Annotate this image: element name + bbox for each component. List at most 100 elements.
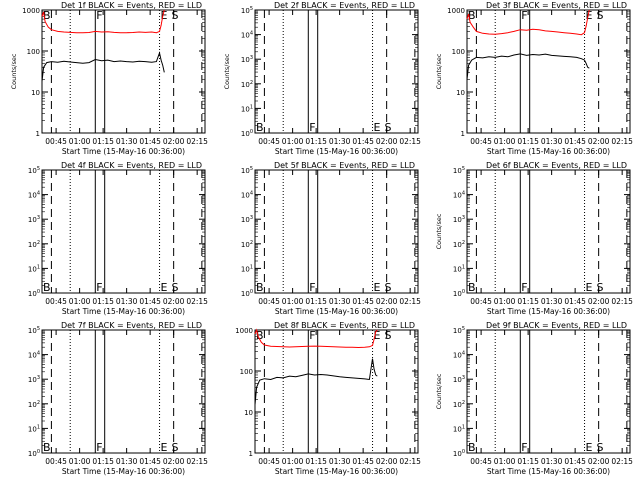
panel-6f-xtick-label-1: 01:00: [494, 297, 516, 306]
panel-2f-marker-label-E: E: [374, 121, 381, 134]
panel-4f-marker-label-E: E: [161, 281, 168, 294]
panel-1f-marker-label-F: F: [96, 9, 102, 22]
panel-5f-xtick-label-1: 01:00: [282, 297, 304, 306]
panel-8f-ytick-label-2: 100: [240, 368, 253, 376]
panel-5f-xtick-label-5: 02:00: [376, 297, 398, 306]
panel-4f-marker-label-B: B: [43, 281, 51, 294]
panel-1f-series-events: [41, 51, 165, 82]
panel-6f-plot-frame: [466, 169, 631, 294]
panel-9f-ytick-label-2: 102: [453, 400, 465, 409]
panel-5f-xtick-label-3: 01:30: [329, 297, 351, 306]
panel-3f-xtick-label-4: 01:45: [564, 137, 586, 146]
panel-1f-marker-label-E: E: [161, 9, 168, 22]
panel-9f-xtick-label-3: 01:30: [541, 457, 563, 466]
panel-2f-xlabel: Start Time (15-May-16 00:36:00): [275, 147, 398, 156]
panel-3f-marker-label-E: E: [586, 9, 593, 22]
panel-1f-marker-label-B: B: [43, 9, 51, 22]
panel-2f-marker-label-B: B: [256, 121, 264, 134]
panel-1f-ytick-label-2: 100: [27, 48, 40, 56]
panel-9f-marker-label-S: S: [597, 441, 604, 454]
panel-1f-ylabel: Counts/sec: [10, 53, 18, 89]
panel-4f-ytick-label-0: 100: [28, 289, 40, 298]
panel-8f-marker-label-B: B: [256, 329, 264, 342]
panel-5f-ytick-label-3: 103: [241, 215, 253, 224]
panel-6f-marker-label-S: S: [597, 281, 604, 294]
panel-6f-ytick-label-4: 104: [453, 191, 465, 200]
panel-9f-ytick-label-3: 103: [453, 375, 465, 384]
panel-8f-marker-label-F: F: [309, 329, 315, 342]
panel-1f-ytick-label-0: 1: [36, 130, 40, 138]
panel-2f-ytick-label-4: 104: [241, 31, 253, 40]
panel-7f-marker-label-S: S: [172, 441, 179, 454]
panel-7f-marker-label-B: B: [43, 441, 51, 454]
panel-6f-marker-label-F: F: [521, 281, 527, 294]
panel-7f-plot-frame: [41, 329, 206, 454]
panel-9f-ytick-label-4: 104: [453, 351, 465, 360]
panel-5f-xtick-label-6: 02:15: [399, 297, 421, 306]
panel-6f-xtick-label-6: 02:15: [611, 297, 633, 306]
panel-9f-ytick-label-0: 100: [453, 449, 465, 458]
panel-5f-marker-label-F: F: [309, 281, 315, 294]
panel-6f-ytick-label-1: 101: [453, 264, 465, 273]
panel-6f-marker-label-B: B: [468, 281, 476, 294]
panel-4f-xtick-label-2: 01:15: [92, 297, 114, 306]
panel-3f-ylabel: Counts/sec: [435, 53, 443, 89]
panel-6f-marker-label-E: E: [586, 281, 593, 294]
panel-2f-ytick-label-2: 102: [241, 80, 253, 89]
panel-3f-xtick-label-2: 01:15: [517, 137, 539, 146]
panel-7f-xtick-label-6: 02:15: [186, 457, 208, 466]
panel-3f-marker-label-B: B: [468, 9, 476, 22]
panel-4f-xlabel: Start Time (15-May-16 00:36:00): [62, 307, 185, 316]
panel-2f-xtick-label-4: 01:45: [352, 137, 374, 146]
panel-6f-title: Det 6f BLACK = Events, RED = LLD: [486, 161, 627, 170]
panel-8f-xtick-label-6: 02:15: [399, 457, 421, 466]
panel-9f-ylabel: Counts/sec: [435, 373, 443, 409]
panel-9f-xtick-label-1: 01:00: [494, 457, 516, 466]
panel-7f-title: Det 7f BLACK = Events, RED = LLD: [61, 321, 202, 330]
panel-3f-marker-label-F: F: [521, 9, 527, 22]
panel-2f-xtick-label-0: 00:45: [258, 137, 280, 146]
panel-1f-xtick-label-2: 01:15: [92, 137, 114, 146]
panel-8f-series-events: [254, 358, 378, 405]
panel-9f-marker-label-B: B: [468, 441, 476, 454]
panel-1f-xlabel: Start Time (15-May-16 00:36:00): [62, 147, 185, 156]
panel-5f-ytick-label-5: 105: [241, 166, 253, 175]
panel-4f-ytick-label-2: 102: [28, 240, 40, 249]
panel-4f-ytick-label-5: 105: [28, 166, 40, 175]
panel-7f-xtick-label-5: 02:00: [163, 457, 185, 466]
panel-2f-title: Det 2f BLACK = Events, RED = LLD: [274, 1, 415, 10]
panel-7f-marker-label-F: F: [96, 441, 102, 454]
panel-1f-marker-label-S: S: [172, 9, 179, 22]
panel-6f-xlabel: Start Time (15-May-16 00:36:00): [487, 307, 610, 316]
panel-2f-xtick-label-3: 01:30: [329, 137, 351, 146]
panel-4f-xtick-label-6: 02:15: [186, 297, 208, 306]
panel-3f-ytick-label-0: 1: [461, 130, 465, 138]
panel-1f-series-lld: [41, 9, 165, 34]
panel-6f-ytick-label-5: 105: [453, 166, 465, 175]
panel-8f-marker-label-E: E: [374, 329, 381, 342]
panel-9f-plot-frame: [466, 329, 631, 454]
panel-5f-xtick-label-2: 01:15: [305, 297, 327, 306]
panel-3f-xtick-label-3: 01:30: [541, 137, 563, 146]
panel-5f-marker-label-E: E: [374, 281, 381, 294]
panel-6f-ylabel: Counts/sec: [435, 213, 443, 249]
panel-1f-xtick-label-4: 01:45: [139, 137, 161, 146]
panel-7f-ytick-label-5: 105: [28, 326, 40, 335]
panel-4f-ytick-label-4: 104: [28, 191, 40, 200]
panel-7f-xlabel: Start Time (15-May-16 00:36:00): [62, 467, 185, 476]
panel-4f-marker-label-S: S: [172, 281, 179, 294]
panel-4f-plot-frame: [41, 169, 206, 294]
panel-7f-ytick-label-3: 103: [28, 375, 40, 384]
panel-1f-title: Det 1f BLACK = Events, RED = LLD: [61, 1, 202, 10]
panel-8f-ytick-label-3: 1000: [235, 327, 253, 335]
panel-9f-xtick-label-2: 01:15: [517, 457, 539, 466]
panel-2f-marker-label-S: S: [385, 121, 392, 134]
panel-3f-xtick-label-0: 00:45: [470, 137, 492, 146]
panel-9f-xtick-label-0: 00:45: [470, 457, 492, 466]
panel-8f-plot-frame: [254, 329, 419, 454]
panel-7f-ytick-label-2: 102: [28, 400, 40, 409]
panel-8f-title: Det 8f BLACK = Events, RED = LLD: [274, 321, 415, 330]
panel-3f-series-events: [466, 53, 590, 80]
panel-8f-series-lld: [254, 328, 378, 349]
panel-4f-marker-label-F: F: [96, 281, 102, 294]
